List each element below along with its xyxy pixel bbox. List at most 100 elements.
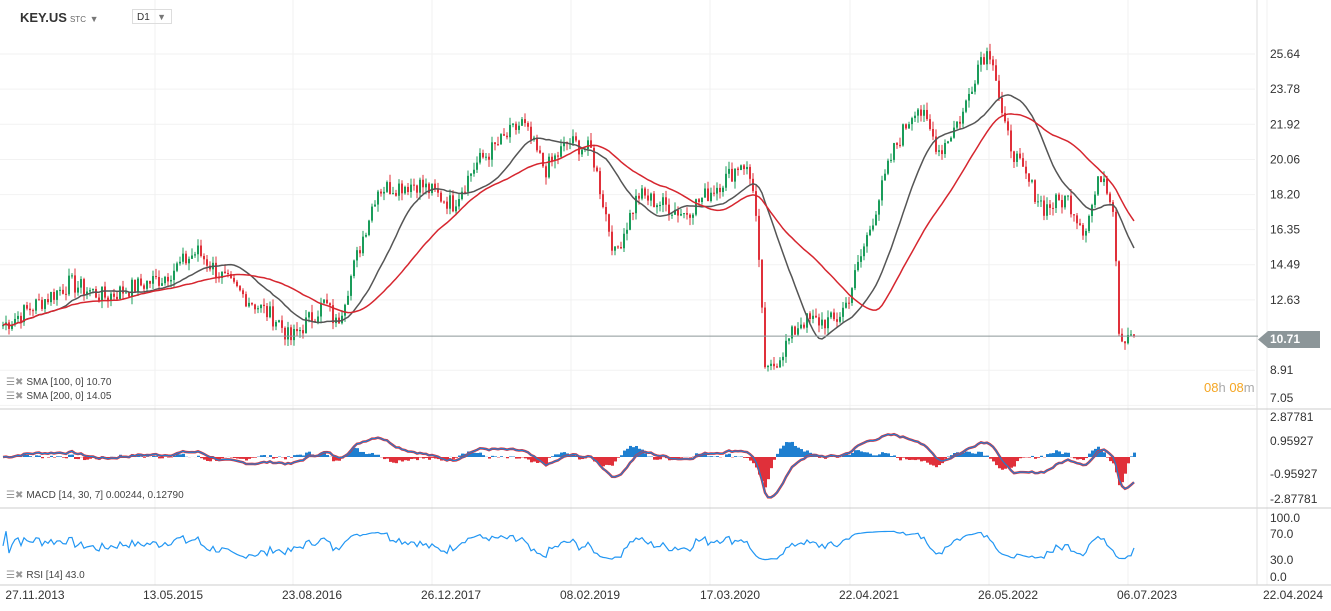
settings-icon[interactable]: ☰✖ <box>6 570 24 581</box>
legend-rsi[interactable]: ☰✖ RSI [14] 43.0 <box>6 570 85 581</box>
macd-histogram-bar <box>977 451 980 457</box>
timeframe-select[interactable]: D1 ▼ <box>132 9 172 24</box>
candle <box>1034 180 1036 202</box>
candle <box>875 214 877 226</box>
macd-histogram-bar <box>794 445 797 457</box>
macd-histogram-bar <box>1103 452 1106 457</box>
macd-histogram-bar <box>998 457 1001 469</box>
price-axis-label: 7.05 <box>1270 391 1294 405</box>
macd-histogram-bar <box>365 454 368 457</box>
candle <box>731 168 733 182</box>
candle <box>176 263 178 271</box>
candle <box>485 156 487 158</box>
candle <box>881 180 883 201</box>
macd-histogram-bar <box>1082 457 1085 461</box>
macd-histogram-bar <box>56 456 59 457</box>
macd-histogram-bar <box>899 457 902 461</box>
macd-histogram-bar <box>1130 456 1133 457</box>
macd-histogram-bar <box>563 452 566 457</box>
candle <box>602 194 604 207</box>
macd-histogram-bar <box>776 453 779 457</box>
macd-histogram-bar <box>518 457 521 459</box>
candle <box>932 129 934 137</box>
macd-histogram-bar <box>161 457 164 459</box>
candle <box>944 142 946 155</box>
candle <box>839 316 841 322</box>
candle <box>476 162 478 170</box>
macd-histogram-bar <box>524 457 527 459</box>
candle <box>911 118 913 125</box>
candle <box>995 65 997 81</box>
candle <box>116 296 118 300</box>
candle <box>38 299 40 301</box>
candle <box>734 168 736 182</box>
legend-sma100[interactable]: ☰✖ SMA [100, 0] 10.70 <box>6 377 112 388</box>
macd-histogram-bar <box>140 456 143 457</box>
candle <box>764 307 766 368</box>
macd-histogram-bar <box>533 457 536 462</box>
macd-histogram-bar <box>800 449 803 457</box>
candle <box>641 188 643 199</box>
candle <box>653 193 655 208</box>
macd-histogram-bar <box>887 453 890 457</box>
candle <box>272 306 274 327</box>
candle <box>1001 97 1003 113</box>
candle <box>677 209 679 216</box>
macd-histogram-bar <box>725 454 728 457</box>
macd-histogram-bar <box>74 457 77 459</box>
candle <box>131 279 133 297</box>
symbol-selector[interactable]: KEY.US STC ▼ <box>20 10 99 25</box>
candle <box>413 184 415 186</box>
candle <box>644 188 646 196</box>
candle <box>389 182 391 195</box>
macd-histogram-bar <box>902 457 905 458</box>
candle <box>962 111 964 124</box>
legend-macd[interactable]: ☰✖ MACD [14, 30, 7] 0.00244, 0.12790 <box>6 490 184 501</box>
date-axis-label: 13.05.2015 <box>143 588 203 602</box>
macd-histogram-bar <box>965 451 968 457</box>
candle <box>461 191 463 200</box>
candle <box>260 304 262 309</box>
candle <box>452 195 454 212</box>
candle <box>149 280 151 284</box>
candle <box>851 288 853 303</box>
candle <box>575 136 577 141</box>
candle <box>614 246 616 251</box>
candle <box>1094 194 1096 205</box>
settings-icon[interactable]: ☰✖ <box>6 377 24 388</box>
candle <box>20 315 22 323</box>
macd-histogram-bar <box>1040 455 1043 457</box>
candle <box>50 292 52 303</box>
macd-histogram-bar <box>1037 457 1040 458</box>
candle <box>674 209 676 215</box>
candle <box>206 259 208 266</box>
macd-histogram-bar <box>959 453 962 457</box>
candle <box>185 253 187 264</box>
candle <box>920 109 922 116</box>
macd-histogram-bar <box>455 457 458 458</box>
macd-histogram-bar <box>1121 457 1124 483</box>
candle <box>59 289 61 291</box>
candle <box>1124 341 1126 344</box>
macd-histogram-bar <box>575 455 578 457</box>
candle <box>89 290 91 292</box>
settings-icon[interactable]: ☰✖ <box>6 490 24 501</box>
macd-histogram-bar <box>209 457 212 462</box>
candle <box>971 91 973 94</box>
candle <box>1031 180 1033 182</box>
macd-histogram-bar <box>41 457 44 459</box>
candle <box>506 135 508 138</box>
settings-icon[interactable]: ☰✖ <box>6 391 24 402</box>
macd-histogram-bar <box>173 455 176 457</box>
candle <box>263 304 265 307</box>
candle <box>113 293 115 297</box>
macd-histogram-bar <box>71 454 74 457</box>
legend-sma200[interactable]: ☰✖ SMA [200, 0] 14.05 <box>6 391 112 402</box>
candle <box>980 57 982 65</box>
candle <box>437 189 439 193</box>
macd-histogram-bar <box>176 454 179 457</box>
candle <box>659 205 661 207</box>
candle <box>536 137 538 151</box>
candle <box>599 171 601 195</box>
